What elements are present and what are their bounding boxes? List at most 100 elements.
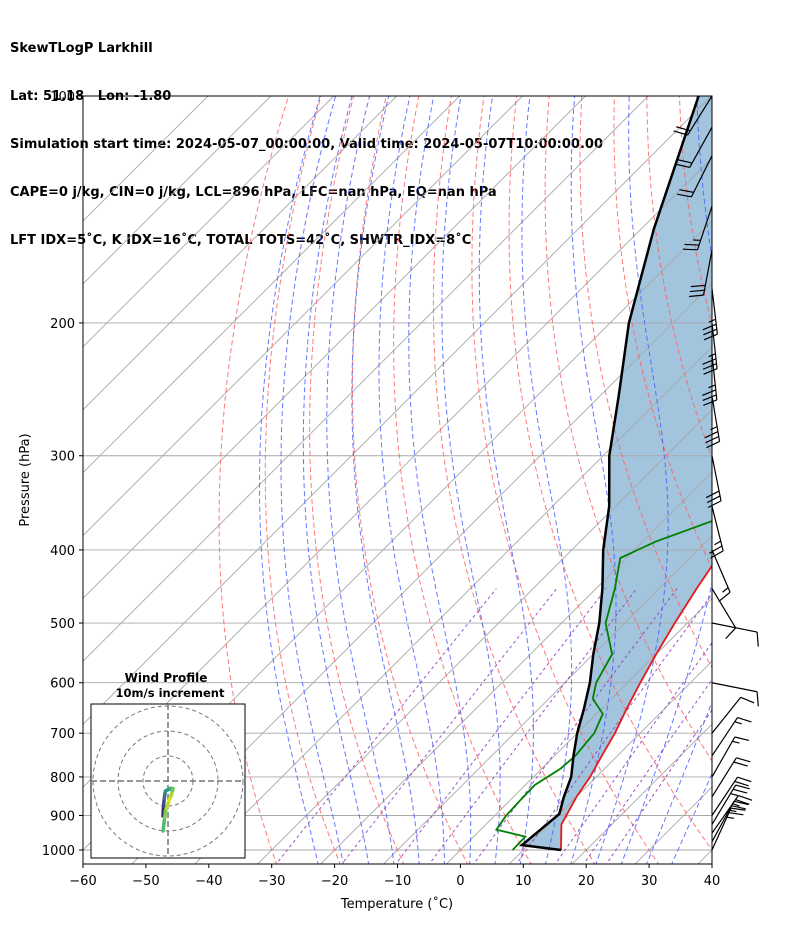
wind-barb xyxy=(711,807,746,851)
wind-barb-flag xyxy=(734,736,750,742)
wind-barb-flag xyxy=(673,130,688,136)
wind-barb xyxy=(702,322,718,375)
cape-line: CAPE=0 j/kg, CIN=0 j/kg, LCL=896 hPa, LF… xyxy=(10,185,497,200)
isotherm-line xyxy=(83,96,649,662)
wind-barb-flag xyxy=(702,389,716,396)
dry-adiabat xyxy=(432,96,596,864)
wind-barb-half-flag xyxy=(729,809,737,813)
y-tick-label: 500 xyxy=(50,617,75,632)
isotherm-line xyxy=(257,409,712,864)
wind-barb-flag xyxy=(737,776,752,783)
wind-barb-staff xyxy=(711,288,718,335)
isotherm-line xyxy=(445,597,712,864)
parcel-line xyxy=(518,96,700,852)
wind-barb xyxy=(673,95,713,136)
hodograph-title: Wind Profile xyxy=(125,671,208,685)
wind-barb-flag xyxy=(735,784,750,790)
x-tick-label: −20 xyxy=(321,874,348,889)
wind-barb-half-flag xyxy=(708,353,716,358)
wind-barb xyxy=(682,205,713,251)
dry-adiabat xyxy=(309,96,405,864)
moist-adiabat xyxy=(521,96,573,864)
dry-adiabat xyxy=(544,96,712,762)
x-tick-label: 10 xyxy=(515,874,532,889)
isotherm-line xyxy=(508,660,712,864)
wind-barb-flag xyxy=(688,294,704,298)
dewpoint-line xyxy=(494,520,712,851)
x-tick-label: −50 xyxy=(132,874,159,889)
wind-barb-flag xyxy=(730,807,746,811)
wind-barb-flag xyxy=(704,431,719,439)
isotherm-line xyxy=(83,96,460,474)
mixing-ratio-line xyxy=(428,588,638,864)
wind-barb-flag xyxy=(736,757,751,763)
wind-barb xyxy=(677,155,713,198)
wind-barb-flag xyxy=(703,368,718,375)
moist-adiabat xyxy=(620,96,712,864)
wind-barb xyxy=(711,757,751,798)
wind-barb-flag xyxy=(740,696,755,704)
wind-barb-staff xyxy=(696,205,713,251)
wind-barb-flag xyxy=(725,627,737,640)
isotherm-line xyxy=(83,96,523,537)
wind-barb-flag xyxy=(706,495,721,504)
wind-barb-flag xyxy=(690,284,706,288)
wind-barb xyxy=(711,622,759,647)
wind-barb-staff xyxy=(711,795,739,834)
moist-adiabat xyxy=(671,772,712,864)
y-tick-label: 700 xyxy=(50,727,75,742)
dry-adiabat xyxy=(646,96,712,459)
wind-barb-flag xyxy=(703,328,718,336)
mixing-ratio-line xyxy=(395,588,607,864)
moist-adiabat xyxy=(595,96,669,864)
x-tick-label: 20 xyxy=(578,874,595,889)
moist-adiabat xyxy=(326,96,395,864)
dry-adiabat xyxy=(711,96,712,103)
isotherm-line xyxy=(131,283,712,864)
index-line: LFT IDX=5˚C, K IDX=16˚C, TOTAL TOTS=42˚C… xyxy=(10,233,472,248)
wind-barb-staff xyxy=(711,395,721,442)
wind-barb-half-flag xyxy=(708,318,716,323)
wind-barb-flag xyxy=(702,358,717,365)
wind-barb xyxy=(702,288,718,341)
wind-barb-half-flag xyxy=(722,587,729,593)
moist-adiabat xyxy=(280,96,344,864)
wind-barb-half-flag xyxy=(732,803,740,807)
x-tick-label: −40 xyxy=(195,874,222,889)
hodograph-trace-segment xyxy=(161,819,166,833)
wind-barb-staff xyxy=(711,801,735,842)
wind-barb-staff xyxy=(711,807,732,851)
wind-barb-staff xyxy=(702,249,713,296)
y-tick-label: 200 xyxy=(50,317,75,332)
wind-barb-flag xyxy=(702,363,717,370)
wind-barb-half-flag xyxy=(710,426,718,431)
wind-barb xyxy=(709,506,724,559)
wind-barb-staff xyxy=(689,126,713,168)
dry-adiabat xyxy=(579,96,712,669)
isotherm-line xyxy=(83,96,398,411)
isotherm-line xyxy=(83,96,586,600)
wind-barb-staff xyxy=(711,757,737,798)
time-line: Simulation start time: 2024-05-07_00:00:… xyxy=(10,137,603,152)
wind-barb-staff xyxy=(711,682,758,693)
moist-adiabat xyxy=(378,96,445,864)
mixing-ratio-line xyxy=(583,678,712,864)
wind-barb-flag xyxy=(689,289,705,293)
wind-barb-flag xyxy=(756,691,759,707)
y-tick-label: 800 xyxy=(50,771,75,786)
chart-title: SkewTLogP Larkhill xyxy=(10,41,153,56)
wind-barb-flag xyxy=(702,323,717,331)
wind-barb-staff xyxy=(711,622,758,633)
wind-barb-half-flag xyxy=(714,540,722,546)
x-tick-label: −60 xyxy=(69,874,96,889)
y-tick-label: 300 xyxy=(50,450,75,465)
moist-adiabat xyxy=(570,96,617,864)
dry-adiabat xyxy=(351,96,469,864)
wind-barb-flag xyxy=(703,333,718,341)
wind-barb-flag xyxy=(734,780,749,787)
moist-adiabat xyxy=(646,700,712,864)
isotherm-line xyxy=(83,96,712,725)
wind-barb xyxy=(711,716,752,757)
y-tick-label: 1000 xyxy=(42,844,75,859)
wind-barb xyxy=(704,395,721,449)
